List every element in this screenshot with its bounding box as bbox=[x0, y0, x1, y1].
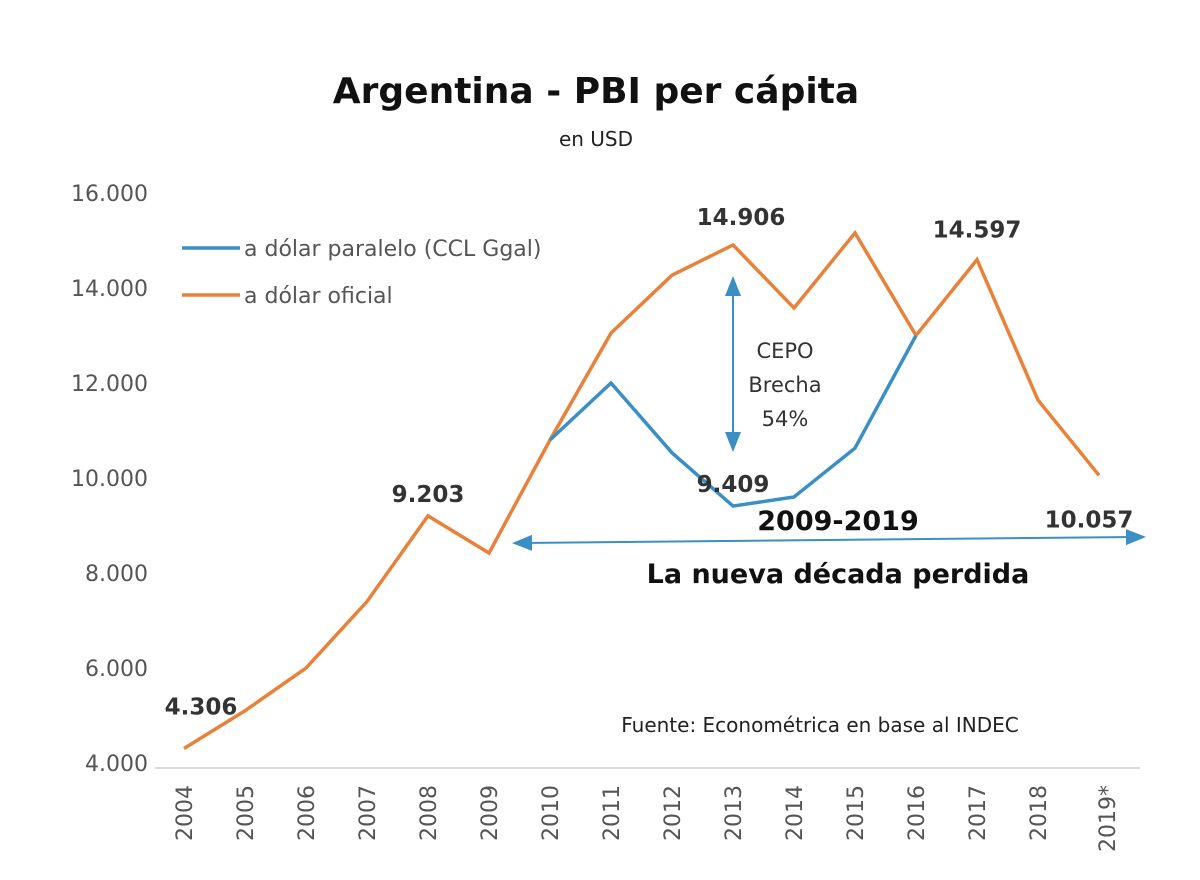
y-tick-label: 8.000 bbox=[85, 562, 148, 587]
data-label: 4.306 bbox=[165, 694, 238, 720]
series-line-1 bbox=[183, 229, 1101, 750]
y-tick-label: 10.000 bbox=[71, 467, 148, 492]
data-label: 9.409 bbox=[697, 472, 770, 498]
gap-label-line-3: 54% bbox=[762, 407, 809, 431]
x-tick-label: 2005 bbox=[234, 785, 259, 841]
x-tick-label: 2019* bbox=[1096, 785, 1121, 852]
y-tick-label: 12.000 bbox=[71, 372, 148, 397]
x-tick-label: 2008 bbox=[417, 785, 442, 841]
x-tick-label: 2009 bbox=[478, 785, 503, 841]
legend-label-0: a dólar paralelo (CCL Ggal) bbox=[244, 237, 541, 262]
x-tick-label: 2016 bbox=[905, 785, 930, 841]
y-tick-label: 6.000 bbox=[85, 657, 148, 682]
x-tick-label: 2012 bbox=[661, 785, 686, 841]
x-tick-label: 2015 bbox=[844, 785, 869, 841]
chart-subtitle: en USD bbox=[559, 127, 633, 151]
period-label: 2009-2019 bbox=[757, 506, 919, 537]
x-tick-label: 2017 bbox=[966, 785, 991, 841]
x-tick-label: 2014 bbox=[783, 785, 808, 841]
data-label: 14.597 bbox=[933, 218, 1022, 244]
data-label: 14.906 bbox=[697, 205, 786, 231]
y-tick-label: 4.000 bbox=[85, 752, 148, 777]
x-tick-label: 2011 bbox=[600, 785, 625, 841]
x-tick-label: 2006 bbox=[295, 785, 320, 841]
source-note: Fuente: Econométrica en base al INDEC bbox=[621, 713, 1019, 737]
series-line-0 bbox=[548, 334, 918, 508]
chart-title: Argentina - PBI per cápita bbox=[333, 71, 859, 112]
x-tick-label: 2007 bbox=[356, 785, 381, 841]
x-tick-label: 2004 bbox=[173, 785, 198, 841]
gap-label-line-1: CEPO bbox=[756, 339, 813, 363]
data-label: 10.057 bbox=[1045, 507, 1134, 533]
x-tick-label: 2010 bbox=[539, 785, 564, 841]
legend-label-1: a dólar oficial bbox=[244, 284, 393, 309]
y-tick-label: 16.000 bbox=[71, 182, 148, 207]
y-tick-label: 14.000 bbox=[71, 277, 148, 302]
period-caption: La nueva década perdida bbox=[647, 559, 1030, 590]
period-arrow bbox=[512, 529, 1146, 551]
gap-label-line-2: Brecha bbox=[748, 373, 821, 397]
x-tick-label: 2013 bbox=[722, 785, 747, 841]
x-tick-label: 2018 bbox=[1027, 785, 1052, 841]
data-label: 9.203 bbox=[392, 482, 465, 508]
